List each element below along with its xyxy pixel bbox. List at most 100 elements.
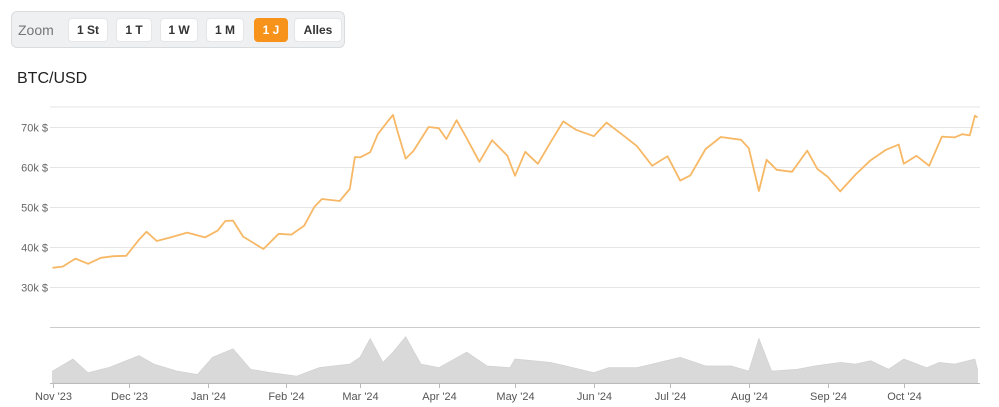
price-point[interactable] [548,140,553,145]
price-point[interactable] [454,118,459,123]
price-point[interactable] [975,115,980,120]
price-point[interactable] [276,231,281,236]
price-point[interactable] [302,223,307,228]
price-point[interactable] [756,189,761,194]
price-point[interactable] [952,135,957,140]
x-tick-label: Sep '24 [810,391,847,403]
x-tick-label: May '24 [496,391,534,403]
price-point[interactable] [98,255,103,260]
price-point[interactable] [403,156,408,161]
price-point[interactable] [124,253,129,258]
price-point[interactable] [790,169,795,174]
price-point[interactable] [347,187,352,192]
zoom-1-day-button[interactable]: 1 T [116,18,152,42]
price-point[interactable] [375,132,380,137]
price-point[interactable] [312,205,317,210]
price-point[interactable] [111,254,116,259]
price-point[interactable] [136,237,141,242]
price-point[interactable] [464,136,469,141]
price-point[interactable] [868,158,873,163]
price-point[interactable] [635,144,640,149]
price-point[interactable] [337,199,342,204]
price-point[interactable] [884,147,889,152]
price-point[interactable] [358,155,363,160]
price-point[interactable] [561,119,566,124]
x-tick-label: Mar '24 [342,391,378,403]
price-point[interactable] [185,230,190,235]
price-point[interactable] [815,167,820,172]
x-tick-label: Aug '24 [731,391,768,403]
x-tick-label: Feb '24 [268,391,304,403]
price-point[interactable] [391,113,396,118]
price-point[interactable] [289,232,294,237]
price-point[interactable] [50,265,55,270]
price-point[interactable] [477,159,482,164]
price-point[interactable] [650,163,655,168]
price-point[interactable] [411,149,416,154]
price-point[interactable] [386,119,391,124]
price-point[interactable] [535,161,540,166]
price-point[interactable] [927,163,932,168]
price-point[interactable] [73,256,78,261]
price-point[interactable] [825,174,830,179]
price-point[interactable] [505,153,510,158]
zoom-1-week-button[interactable]: 1 W [160,18,198,42]
volume-area [52,336,978,384]
zoom-label: Zoom [18,22,54,38]
price-point[interactable] [574,127,579,132]
price-point[interactable] [419,137,424,142]
zoom-all-button[interactable]: Alles [294,18,342,42]
price-point[interactable] [764,157,769,162]
price-point[interactable] [901,161,906,166]
price-point[interactable] [261,247,266,252]
zoom-1-hour-button[interactable]: 1 St [68,18,108,42]
price-point[interactable] [960,132,965,137]
price-point[interactable] [319,197,324,202]
price-point[interactable] [774,167,779,172]
price-point[interactable] [215,228,220,233]
price-point[interactable] [60,264,65,269]
price-point[interactable] [896,142,901,147]
price-point[interactable] [914,153,919,158]
price-point[interactable] [241,234,246,239]
price-point[interactable] [513,173,518,178]
price-point[interactable] [490,138,495,143]
price-point[interactable] [838,189,843,194]
price-point[interactable] [939,134,944,139]
zoom-1-year-button[interactable]: 1 J [254,18,288,42]
y-tick-label: 50k $ [21,203,48,215]
y-tick-label: 40k $ [21,243,48,255]
price-point[interactable] [368,150,373,155]
price-point[interactable] [591,134,596,139]
y-tick-label: 60k $ [21,163,48,175]
price-point[interactable] [805,148,810,153]
y-tick-label: 70k $ [21,123,48,135]
price-point[interactable] [619,132,624,137]
price-point[interactable] [86,261,91,266]
price-point[interactable] [739,137,744,142]
price-point[interactable] [203,235,208,240]
price-point[interactable] [223,219,228,224]
price-point[interactable] [688,173,693,178]
x-tick-label: Jun '24 [577,391,612,403]
price-point[interactable] [665,154,670,159]
price-point[interactable] [154,239,159,244]
price-point[interactable] [746,146,751,151]
price-point[interactable] [853,172,858,177]
price-point[interactable] [444,137,449,142]
zoom-selector: Zoom 1 St 1 T 1 W 1 M 1 J Alles [11,11,345,48]
zoom-1-month-button[interactable]: 1 M [206,18,244,42]
price-point[interactable] [426,125,431,130]
price-point[interactable] [436,126,441,131]
price-point[interactable] [170,235,175,240]
price-point[interactable] [352,155,357,160]
price-point[interactable] [604,120,609,125]
price-point[interactable] [678,178,683,183]
price-point[interactable] [231,218,236,223]
price-point[interactable] [967,133,972,138]
price-point[interactable] [396,131,401,136]
price-point[interactable] [523,149,528,154]
price-point[interactable] [144,229,149,234]
price-point[interactable] [703,147,708,152]
price-point[interactable] [718,135,723,140]
